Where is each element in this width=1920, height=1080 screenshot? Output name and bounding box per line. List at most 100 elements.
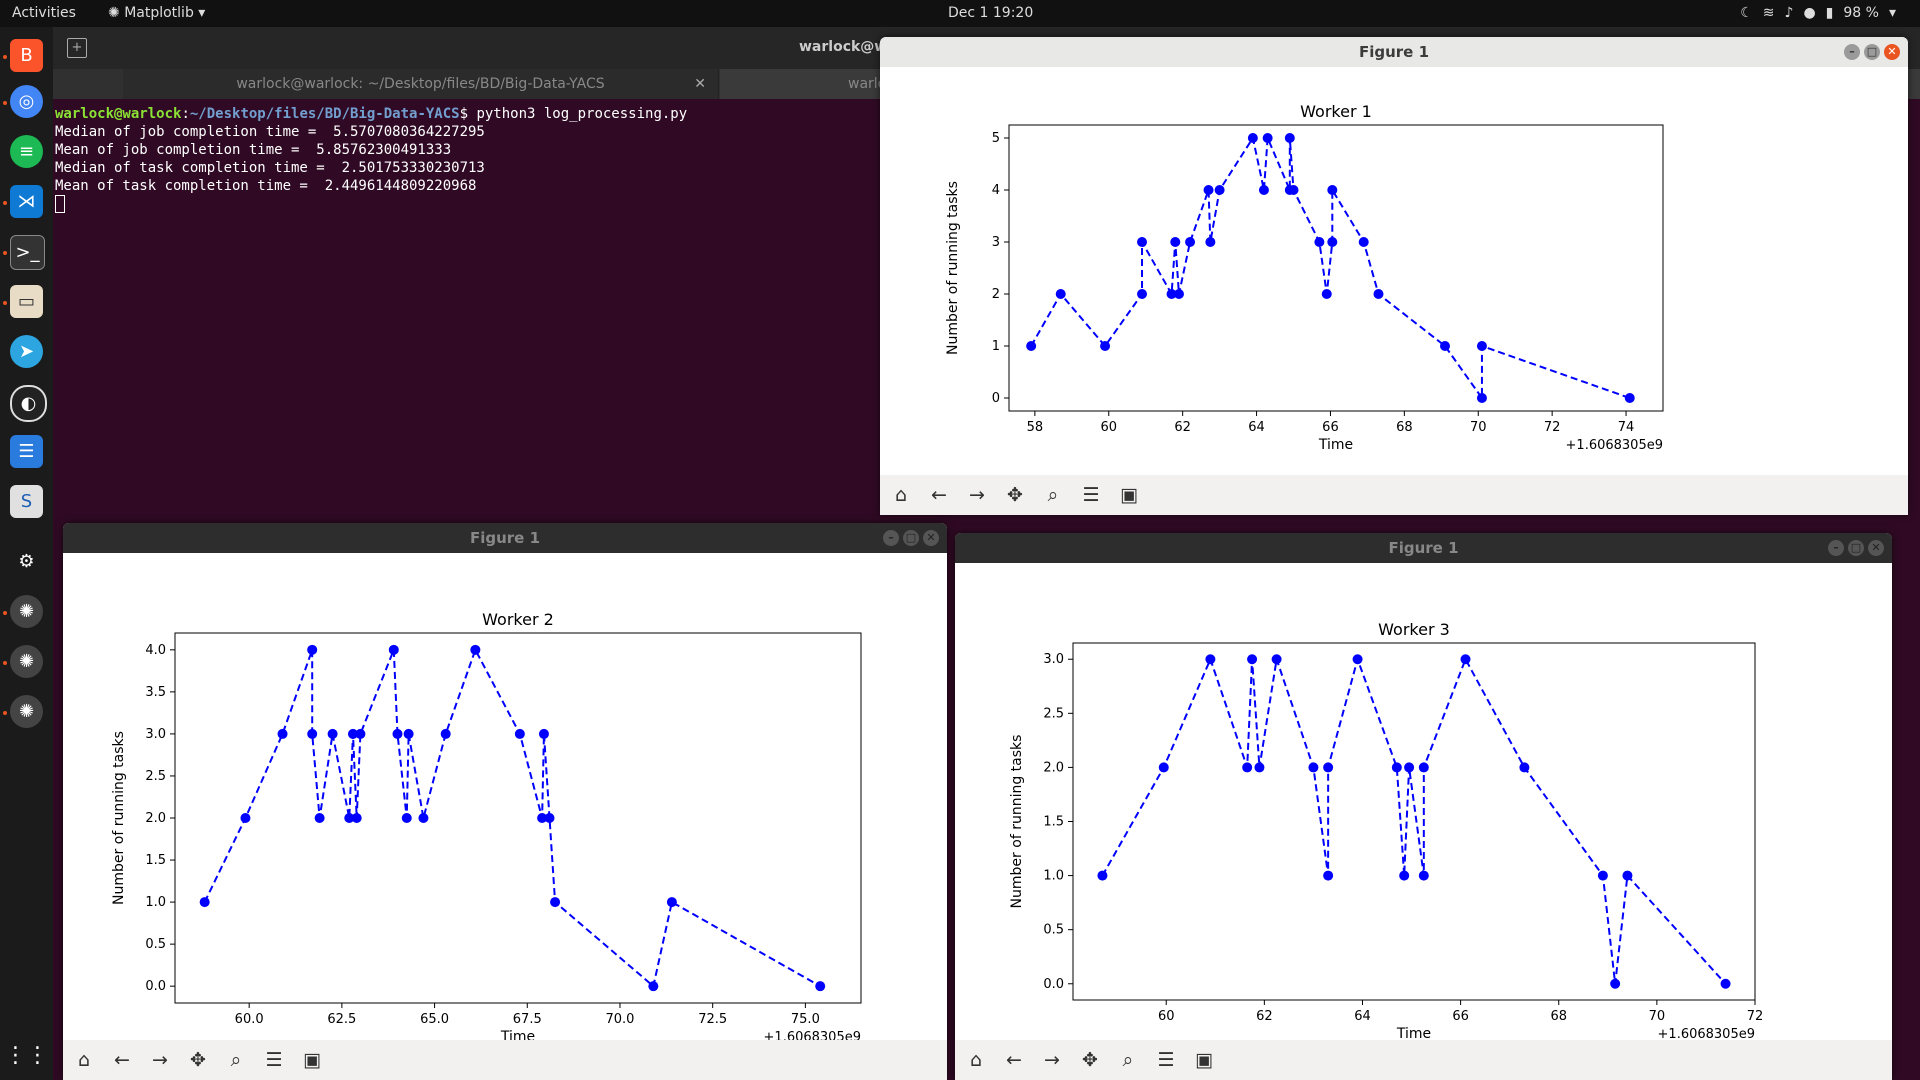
data-point	[1247, 654, 1258, 665]
zoom-icon[interactable]: ⌕	[1047, 484, 1059, 506]
maximize-icon[interactable]: □	[1848, 540, 1864, 556]
battery-icon: ▮	[1825, 5, 1834, 21]
x-tick-label: 62.5	[327, 1012, 356, 1027]
app-menu[interactable]: ✺ Matplotlib ▾	[108, 5, 205, 21]
y-tick-label: 4	[992, 183, 1000, 198]
data-point	[1247, 133, 1258, 143]
text-editor-icon[interactable]: ☰	[10, 435, 43, 468]
file-manager-icon[interactable]: ▭	[10, 285, 43, 318]
home-icon[interactable]: ⌂	[969, 1049, 983, 1071]
figure-window-worker-1[interactable]: Figure 1 – □ ✕ Worker 1 58 60 62 64 66 68 70 72 7…	[880, 37, 1908, 515]
terminal-title: warlock@w	[799, 39, 888, 55]
home-icon[interactable]: ⌂	[894, 484, 908, 506]
x-tick-label: 60.0	[235, 1012, 264, 1027]
configure-icon[interactable]: ☰	[1082, 484, 1100, 506]
data-point	[815, 981, 826, 992]
minimize-icon[interactable]: –	[1844, 44, 1860, 60]
zoom-icon[interactable]: ⌕	[1122, 1049, 1134, 1071]
chart-title: Worker 2	[482, 610, 554, 629]
new-tab-icon[interactable]: +	[67, 38, 87, 58]
software-store-icon[interactable]: S	[10, 485, 43, 518]
y-tick-label: 1	[992, 339, 1000, 354]
back-icon[interactable]: ←	[1006, 1049, 1022, 1071]
pan-icon[interactable]: ✥	[1082, 1049, 1098, 1071]
terminal-tab[interactable]: warlock@warlock: ~/Desktop/files/BD/Big-…	[123, 69, 719, 99]
back-icon[interactable]: ←	[114, 1049, 130, 1071]
minimize-icon[interactable]: –	[883, 530, 899, 546]
matplotlib-window-icon[interactable]: ✺	[10, 645, 43, 678]
close-icon[interactable]: ✕	[694, 76, 706, 92]
configure-icon[interactable]: ☰	[1157, 1049, 1175, 1071]
telegram-icon[interactable]: ➤	[10, 335, 43, 368]
chart-worker-3[interactable]: Worker 3 60 62 64 66 68 70 72 0.0 0.5 1.0 1.5 2.0 2.5…	[955, 563, 1892, 1040]
data-point	[388, 644, 399, 655]
data-point	[1203, 185, 1214, 195]
zoom-icon[interactable]: ⌕	[230, 1049, 242, 1071]
spotify-icon[interactable]: ≡	[10, 135, 43, 168]
y-tick-label: 4.0	[145, 643, 166, 658]
figure-window-worker-2[interactable]: Figure 1 – □ ✕ Worker 2 60.0 62.5 65.0 67.5 7…	[63, 523, 947, 1080]
y-tick-label: 1.5	[145, 853, 166, 868]
forward-icon[interactable]: →	[969, 484, 985, 506]
chromium-icon[interactable]: ◎	[10, 85, 43, 118]
y-tick-label: 0.0	[145, 979, 166, 994]
forward-icon[interactable]: →	[152, 1049, 168, 1071]
maximize-icon[interactable]: □	[903, 530, 919, 546]
clock[interactable]: Dec 1 19:20	[948, 5, 1034, 21]
running-indicator	[3, 251, 7, 255]
save-icon[interactable]: ▣	[303, 1049, 321, 1071]
y-tick-label: 1.0	[1043, 869, 1064, 884]
chart-worker-1[interactable]: Worker 1 58 60 62 64 66 68 70 72 74 0 1 2 3 4 5 Time Numb…	[880, 67, 1908, 475]
pan-icon[interactable]: ✥	[1007, 484, 1023, 506]
activities-button[interactable]: Activities	[12, 5, 76, 21]
data-point	[307, 728, 318, 739]
figure-titlebar[interactable]: Figure 1 – □ ✕	[880, 37, 1908, 67]
chart-title: Worker 1	[1300, 102, 1372, 121]
close-icon[interactable]: ✕	[923, 530, 939, 546]
figure-titlebar[interactable]: Figure 1 – □ ✕	[63, 523, 947, 553]
show-applications-icon[interactable]: ⋮⋮	[4, 1043, 49, 1068]
save-icon[interactable]: ▣	[1195, 1049, 1213, 1071]
x-tick-label: 60	[1158, 1009, 1175, 1024]
minimize-icon[interactable]: –	[1828, 540, 1844, 556]
vscode-icon[interactable]: ⋊	[10, 185, 43, 218]
data-point	[1288, 185, 1299, 195]
data-point	[1262, 133, 1273, 143]
matplotlib-window-icon[interactable]: ✺	[10, 595, 43, 628]
configure-icon[interactable]: ☰	[265, 1049, 283, 1071]
series-line	[203, 647, 821, 989]
close-icon[interactable]: ✕	[1884, 44, 1900, 60]
data-point	[1214, 185, 1225, 195]
chart-worker-2[interactable]: Worker 2 60.0 62.5 65.0 67.5 70.0 72.5 75.0 0.0 0…	[63, 553, 947, 1040]
plot-frame	[1072, 642, 1756, 1001]
maximize-icon[interactable]: □	[1864, 44, 1880, 60]
pan-icon[interactable]: ✥	[190, 1049, 206, 1071]
back-icon[interactable]: ←	[931, 484, 947, 506]
data-point	[1391, 762, 1402, 773]
brave-browser-icon[interactable]: B	[10, 39, 43, 72]
data-point	[1327, 237, 1338, 247]
terminal-output[interactable]: warlock@warlock:~/Desktop/files/BD/Big-D…	[55, 105, 687, 213]
data-point	[1205, 237, 1216, 247]
home-icon[interactable]: ⌂	[77, 1049, 91, 1071]
data-point	[392, 728, 403, 739]
y-tick-label: 1.0	[145, 895, 166, 910]
close-icon[interactable]: ✕	[1868, 540, 1884, 556]
save-icon[interactable]: ▣	[1120, 484, 1138, 506]
figure-titlebar[interactable]: Figure 1 – □ ✕	[955, 533, 1892, 563]
x-tick-label: 75.0	[791, 1012, 820, 1027]
data-point	[1055, 289, 1066, 299]
settings-icon[interactable]: ⚙	[18, 551, 35, 572]
figure-toolbar: ⌂ ← → ✥ ⌕ ☰ ▣	[63, 1040, 947, 1080]
matplotlib-window-icon[interactable]: ✺	[10, 695, 43, 728]
system-tray[interactable]: ☾ ≋ ♪ ● ▮ 98 % ▾	[1740, 5, 1896, 21]
terminal-icon[interactable]: >_	[10, 235, 45, 270]
forward-icon[interactable]: →	[1044, 1049, 1060, 1071]
series-line	[1030, 135, 1631, 402]
figure-window-worker-3[interactable]: Figure 1 – □ ✕ Worker 3 60 62 64 66 68 70 72 0.0…	[955, 533, 1892, 1080]
obs-studio-icon[interactable]: ◐	[10, 385, 47, 422]
data-point	[240, 813, 251, 823]
microphone-icon: ●	[1803, 5, 1816, 21]
x-tick-label: 70	[1649, 1009, 1666, 1024]
plot-frame	[174, 632, 862, 1004]
